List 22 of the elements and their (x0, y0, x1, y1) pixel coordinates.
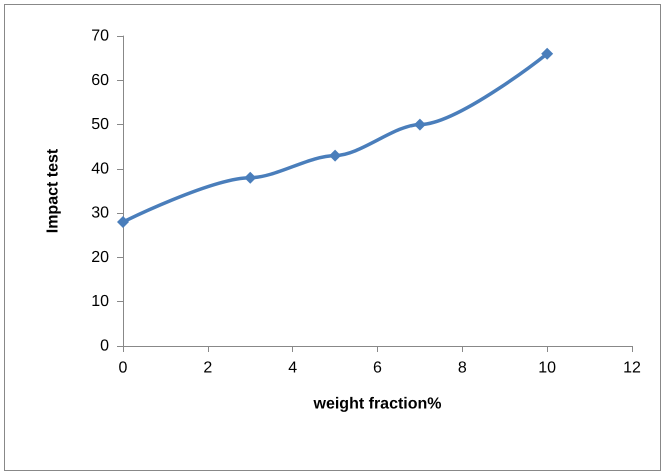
point (244, 172, 256, 184)
x-tick-label: 12 (623, 360, 641, 376)
x-tick-label: 0 (118, 360, 128, 376)
point (541, 48, 554, 60)
x-tick-label: 4 (288, 360, 298, 376)
x-tick-label: 6 (373, 360, 382, 376)
y-tick-label: 30 (91, 204, 110, 222)
y-tick-label: 70 (91, 28, 110, 44)
y-tick-label: 60 (91, 72, 110, 89)
point (329, 150, 342, 162)
y-tick-label: 0 (100, 338, 110, 354)
y-tick-label: 50 (91, 116, 110, 134)
x-tick-label: 8 (458, 360, 467, 376)
x-tick-label: 2 (203, 360, 212, 376)
x-axis-title: weight fraction% (312, 396, 442, 412)
y-tick-label: 20 (91, 248, 110, 266)
point (414, 118, 426, 131)
point (117, 216, 129, 228)
y-tick-label: 10 (91, 293, 110, 310)
x-tick-label: 10 (538, 360, 556, 376)
y-axis-title: Impact test (44, 148, 62, 234)
y-tick-label: 40 (91, 160, 110, 178)
